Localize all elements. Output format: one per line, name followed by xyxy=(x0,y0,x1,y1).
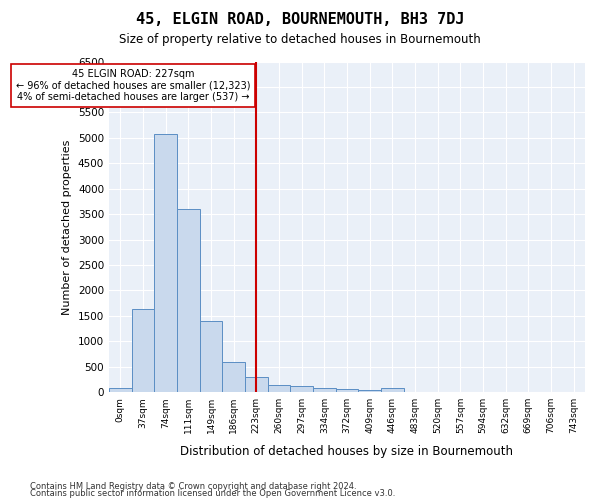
Text: Contains public sector information licensed under the Open Government Licence v3: Contains public sector information licen… xyxy=(30,490,395,498)
X-axis label: Distribution of detached houses by size in Bournemouth: Distribution of detached houses by size … xyxy=(181,444,514,458)
Bar xyxy=(154,134,177,392)
Bar xyxy=(290,386,313,392)
Bar xyxy=(109,388,131,392)
Text: Size of property relative to detached houses in Bournemouth: Size of property relative to detached ho… xyxy=(119,32,481,46)
Bar xyxy=(177,209,200,392)
Bar xyxy=(200,321,223,392)
Bar xyxy=(358,390,381,392)
Text: Contains HM Land Registry data © Crown copyright and database right 2024.: Contains HM Land Registry data © Crown c… xyxy=(30,482,356,491)
Bar xyxy=(381,388,404,392)
Y-axis label: Number of detached properties: Number of detached properties xyxy=(62,139,73,314)
Bar xyxy=(245,378,268,392)
Text: 45 ELGIN ROAD: 227sqm
← 96% of detached houses are smaller (12,323)
4% of semi-d: 45 ELGIN ROAD: 227sqm ← 96% of detached … xyxy=(16,69,250,102)
Bar xyxy=(335,390,358,392)
Bar xyxy=(268,384,290,392)
Bar xyxy=(131,310,154,392)
Bar xyxy=(313,388,335,392)
Text: 45, ELGIN ROAD, BOURNEMOUTH, BH3 7DJ: 45, ELGIN ROAD, BOURNEMOUTH, BH3 7DJ xyxy=(136,12,464,28)
Bar xyxy=(223,362,245,392)
